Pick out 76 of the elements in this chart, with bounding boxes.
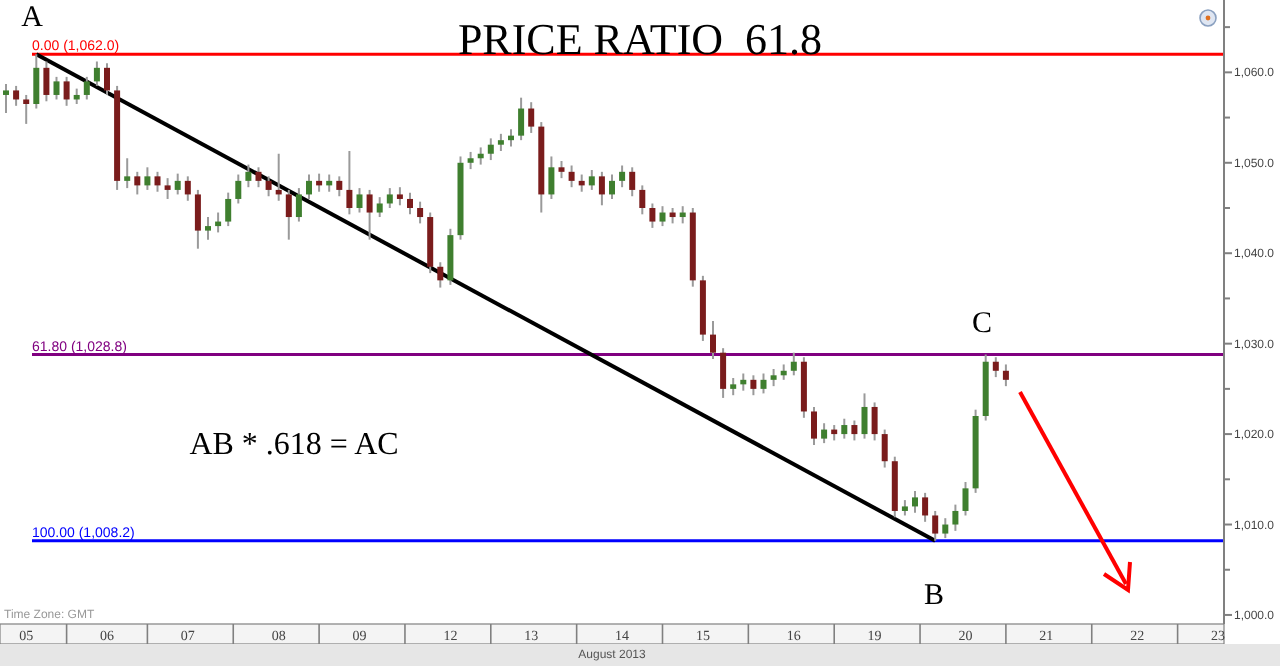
candlestick (134, 170, 141, 196)
candlestick (13, 84, 20, 107)
candlestick (407, 191, 413, 216)
candlestick (396, 186, 403, 207)
candlestick (871, 401, 878, 442)
candlestick (124, 157, 131, 190)
candlestick (417, 200, 424, 225)
candlestick (447, 227, 454, 286)
chart-title: PRICE RATIO 61.8 (457, 14, 823, 64)
candlestick (3, 83, 9, 115)
candlestick (295, 187, 302, 223)
candlestick (346, 150, 353, 216)
annotation: AB * .618 = AC (189, 428, 399, 462)
candlestick (750, 374, 757, 397)
annotation: A (21, 2, 44, 34)
candlestick (487, 137, 494, 162)
candlestick (437, 261, 444, 289)
candlestick (932, 509, 939, 542)
candlestick (821, 422, 828, 445)
candlestick (174, 172, 181, 196)
candlestick (356, 187, 363, 214)
candlestick (639, 184, 646, 216)
candlestick (619, 164, 626, 189)
candlestick (992, 356, 999, 379)
candlestick (720, 347, 727, 399)
candlestick (245, 163, 252, 189)
candlestick (760, 372, 767, 395)
candlestick (386, 187, 393, 209)
candlestick (881, 428, 888, 469)
candlestick (710, 320, 716, 361)
candlestick (518, 96, 525, 142)
candlestick (568, 164, 575, 189)
candlestick (285, 188, 292, 241)
candlestick (63, 75, 70, 107)
candlestick (548, 155, 555, 200)
candlestick (598, 170, 605, 207)
candlestick (53, 75, 60, 101)
annotation: B (923, 580, 945, 612)
annotation: C (971, 308, 993, 340)
candlestick (83, 75, 90, 101)
candlestick (588, 169, 595, 191)
candlestick (43, 60, 50, 103)
candlestick (952, 503, 959, 532)
candlestick (336, 175, 343, 198)
candlestick (861, 392, 868, 440)
candlestick (205, 216, 211, 241)
candlestick (104, 62, 110, 96)
candlestick (962, 481, 969, 517)
candlestick (649, 202, 656, 229)
candlestick (33, 53, 40, 110)
candlestick (23, 93, 30, 125)
candlestick (255, 166, 262, 189)
candlestick (376, 196, 383, 219)
candlestick (164, 177, 171, 200)
candlestick (366, 188, 373, 241)
candlestick (659, 205, 666, 228)
candlestick (265, 175, 272, 198)
candlestick (184, 175, 191, 202)
candlestick (841, 417, 848, 440)
candlestick (851, 419, 858, 442)
candlestick (811, 405, 817, 446)
candlestick (154, 170, 161, 193)
candlestick (912, 490, 918, 514)
candlestick (235, 173, 242, 205)
candlestick (93, 60, 100, 87)
candlestick (225, 191, 232, 228)
candlestick (609, 173, 615, 200)
candlestick (1002, 363, 1009, 388)
candlestick (528, 101, 535, 134)
candlestick (144, 166, 151, 191)
candlestick (922, 491, 929, 523)
candlestick (629, 166, 636, 198)
candlestick (942, 517, 949, 540)
candlestick (790, 351, 797, 377)
candlestick (194, 188, 201, 250)
candlestick (306, 173, 312, 200)
